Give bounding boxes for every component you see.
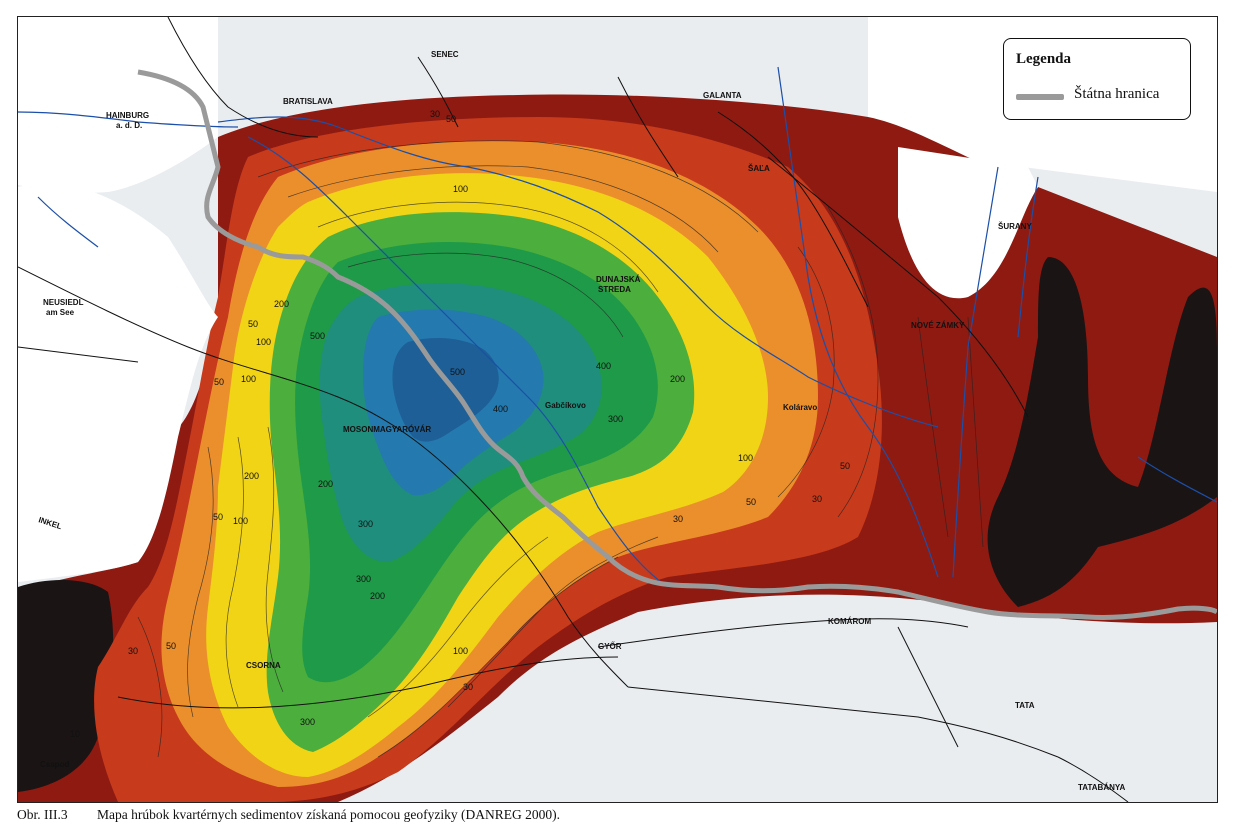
bay-white [898, 147, 1038, 299]
contour-label: 30 [812, 494, 822, 504]
zone-black-left [18, 580, 114, 792]
contour-label: 200 [318, 479, 333, 489]
contour-label: 30 [673, 514, 683, 524]
contour-label: 300 [608, 414, 623, 424]
contour-label: 200 [670, 374, 685, 384]
contour-label: 30 [463, 682, 473, 692]
contour-lines [137, 140, 984, 758]
contour-label: 400 [596, 361, 611, 371]
legend-border-swatch [1016, 94, 1064, 100]
place-komarom: KOMÁROM [828, 617, 871, 626]
contour-label: 100 [256, 337, 271, 347]
place-bratislava: BRATISLAVA [283, 97, 333, 106]
contour-label: 50 [213, 512, 223, 522]
place-surany: ŠURANY [998, 222, 1032, 231]
caption-text: Mapa hrúbok kvartérnych sedimentov získa… [97, 807, 561, 822]
outside-left-top [18, 17, 218, 193]
contour-label: 100 [738, 453, 753, 463]
place-dunajska-1: DUNAJSKÁ [596, 275, 641, 284]
legend-border-label: Štátna hranica [1074, 86, 1160, 102]
place-hainburg-2: a. d. D. [116, 121, 142, 130]
contour-label: 10 [70, 729, 80, 739]
quaternary-thickness-map: SENEC BRATISLAVA HAINBURG a. d. D. GALAN… [18, 17, 1217, 802]
place-csapod: Csapod [40, 760, 69, 769]
contour-label: 300 [356, 574, 371, 584]
place-tata: TATA [1015, 701, 1035, 710]
figure-caption: Obr. III.3 Mapa hrúbok kvartérnych sedime… [17, 807, 560, 823]
map-frame: SENEC BRATISLAVA HAINBURG a. d. D. GALAN… [17, 16, 1218, 803]
contour-label: 200 [370, 591, 385, 601]
place-kolarovo: Koláravo [783, 403, 817, 412]
place-neusiedl: NEUSIEDL [43, 298, 84, 307]
place-csorna: CSORNA [246, 661, 281, 670]
state-border [137, 69, 1217, 621]
contour-label: 50 [446, 114, 456, 124]
contour-label: 50 [214, 377, 224, 387]
contour-value-labels: 50 100 30 50 100 200 500 400 500 400 300… [70, 109, 850, 739]
contour-label: 100 [233, 516, 248, 526]
contour-label: 300 [300, 717, 315, 727]
contour-label: 50 [166, 641, 176, 651]
place-gyor: GYŐR [598, 642, 622, 651]
contour-label: 500 [310, 331, 325, 341]
place-hainburg: HAINBURG [106, 111, 149, 120]
contour-label: 200 [244, 471, 259, 481]
place-gabcikovo: Gabčíkovo [545, 401, 586, 410]
contour-label: 200 [274, 299, 289, 309]
place-nove-zamky: NOVÉ ZÁMKY [911, 321, 965, 330]
rivers [18, 66, 1217, 588]
contour-label: 100 [453, 184, 468, 194]
place-tatabanya: TATABÁNYA [1078, 783, 1125, 792]
place-senec: SENEC [431, 50, 459, 59]
contour-label: 50 [746, 497, 756, 507]
place-sala: ŠAĽA [748, 164, 770, 173]
roads [18, 17, 1129, 802]
place-dunajska-2: STREDA [598, 285, 631, 294]
zone-black-right [987, 257, 1217, 607]
contour-label: 30 [128, 646, 138, 656]
caption-number: Obr. III.3 [17, 807, 68, 822]
place-mosonmagyarovar: MOSONMAGYARÓVÁR [343, 425, 431, 434]
contour-label: 400 [493, 404, 508, 414]
contour-label: 100 [453, 646, 468, 656]
contour-label: 100 [241, 374, 256, 384]
place-galanta: GALANTA [703, 91, 742, 100]
place-neusiedl-2: am See [46, 308, 75, 317]
contour-label: 50 [248, 319, 258, 329]
legend-title: Legenda [1016, 51, 1072, 67]
contour-label: 50 [840, 461, 850, 471]
legend: Legenda Štátna hranica [1003, 38, 1191, 120]
contour-label: 30 [430, 109, 440, 119]
contour-label: 500 [450, 367, 465, 377]
outside-left [18, 183, 218, 582]
contour-label: 300 [358, 519, 373, 529]
